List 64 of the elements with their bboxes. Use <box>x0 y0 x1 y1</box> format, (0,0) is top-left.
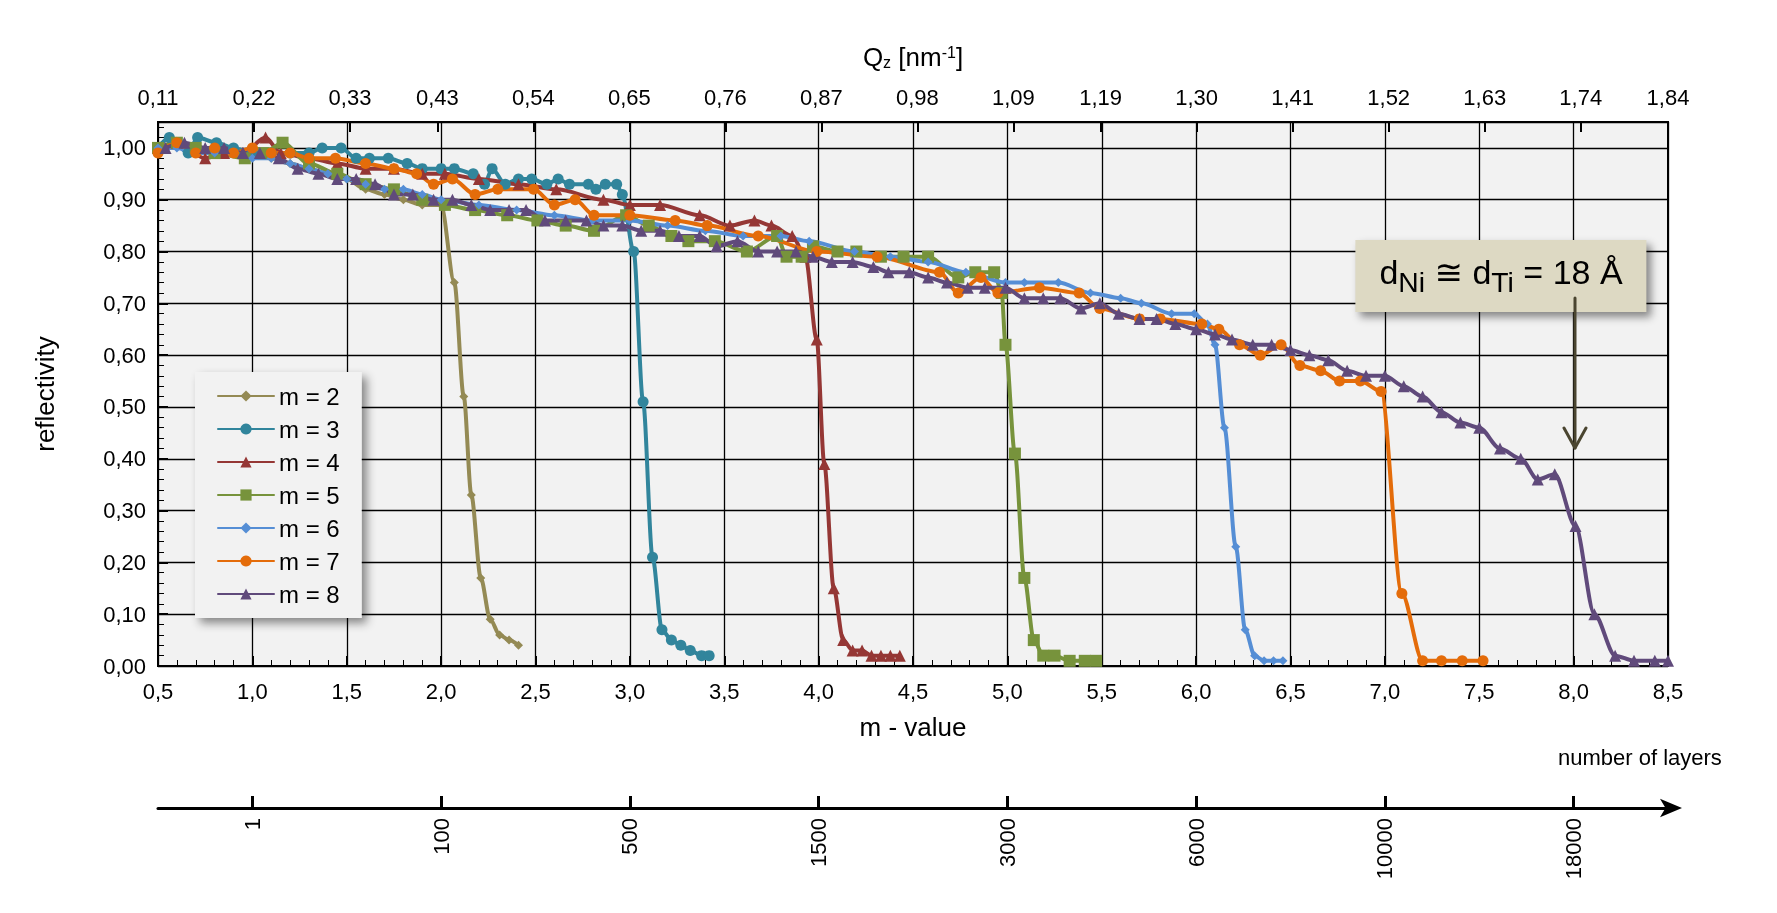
y-axis-title: reflectivity <box>30 336 60 452</box>
text: 3000 <box>994 818 1020 867</box>
y-tick-label: 0,60 <box>103 342 146 368</box>
x-axis-title: m - value <box>859 712 967 742</box>
text: 1 <box>239 818 265 831</box>
y-tick-label: 0,10 <box>103 601 146 627</box>
x2-tick-label: 1,84 <box>1646 84 1690 110</box>
y-tick-label: 0,50 <box>103 394 146 420</box>
y-tick-label: 0,70 <box>103 290 146 316</box>
x-tick-label: 2,0 <box>425 678 457 704</box>
legend-label: m = 5 <box>279 481 340 509</box>
x-tick-label: 3,0 <box>614 678 646 704</box>
x2-tick-label: 0,22 <box>232 84 276 110</box>
x-tick-label: 4,5 <box>897 678 929 704</box>
x2-tick-label: 1,09 <box>991 84 1035 110</box>
legend-label: m = 2 <box>279 382 340 410</box>
x2-tick-label: 1,30 <box>1175 84 1219 110</box>
text: 10000 <box>1372 818 1398 880</box>
x2-tick-label: 0,43 <box>415 84 459 110</box>
x-tick-label: 4,0 <box>803 678 834 704</box>
legend-label: m = 8 <box>279 580 340 608</box>
y-tick-label: 0,30 <box>103 498 146 524</box>
x-tick-label: 6,0 <box>1180 678 1212 704</box>
y-tick-label: 0,90 <box>103 187 146 213</box>
legend-label: m = 3 <box>279 415 340 443</box>
x2-tick-label: 1,41 <box>1271 84 1315 110</box>
text: 6000 <box>1183 818 1209 867</box>
text: number of layers <box>1558 744 1722 770</box>
x2-tick-label: 0,98 <box>895 84 939 110</box>
x-tick-label: 7,5 <box>1463 678 1495 704</box>
x2-tick-label: 1,52 <box>1367 84 1411 110</box>
y-tick-label: 0,20 <box>103 549 146 575</box>
x2-tick-label: 0,87 <box>799 84 843 110</box>
y-tick-label: 0,00 <box>103 653 146 679</box>
legend-label: m = 6 <box>279 514 340 542</box>
x-tick-label: 5,5 <box>1086 678 1118 704</box>
x-tick-label: 0,5 <box>142 678 174 704</box>
x2-tick-label: 0,65 <box>607 84 651 110</box>
x-tick-label: 3,5 <box>708 678 740 704</box>
x-tick-label: 8,0 <box>1558 678 1589 704</box>
text: 1500 <box>806 818 832 867</box>
x-tick-label: 7,0 <box>1369 678 1401 704</box>
x-tick-label: 5,0 <box>992 678 1023 704</box>
x-tick-label: 2,5 <box>520 678 551 704</box>
x-tick-label: 1,5 <box>331 678 363 704</box>
annotation: d$_{Ni}$ ≅ d$_{Ti}$ = 18 Å <box>1355 240 1647 312</box>
x2-tick-label: 1,63 <box>1463 84 1507 110</box>
y-tick-label: 1,00 <box>103 135 146 161</box>
x2-tick-label: 0,54 <box>511 84 555 110</box>
text: 18000 <box>1561 818 1587 880</box>
y-tick-label: 0,80 <box>103 239 146 265</box>
x2-tick-label: 1,74 <box>1559 84 1603 110</box>
x2-tick-label: 0,76 <box>703 84 747 110</box>
x-tick-label: 8,5 <box>1652 678 1684 704</box>
x-tick-label: 6,5 <box>1275 678 1306 704</box>
x2-tick-label: 0,11 <box>137 84 179 110</box>
legend-label: m = 4 <box>279 448 340 476</box>
x2-tick-label: 1,19 <box>1079 84 1123 110</box>
x-tick-label: 1,0 <box>237 678 268 704</box>
text: 100 <box>428 818 454 855</box>
text: 500 <box>617 818 643 855</box>
legend-label: m = 7 <box>279 547 340 575</box>
y-tick-label: 0,40 <box>103 446 146 472</box>
x2-tick-label: 0,33 <box>328 84 372 110</box>
